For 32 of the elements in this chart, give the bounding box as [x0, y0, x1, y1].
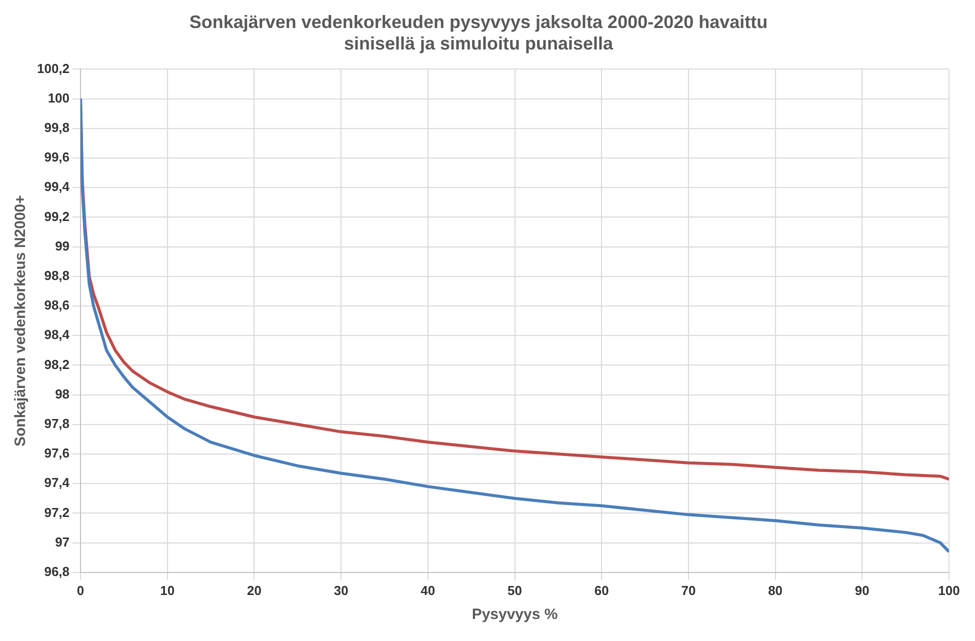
y-tick-label: 99,6 — [44, 150, 70, 165]
y-tick-label: 97,8 — [44, 416, 70, 431]
y-tick-label: 97,6 — [44, 446, 70, 461]
y-tick-label: 99,8 — [44, 120, 70, 135]
chart-title: Sonkajärven vedenkorkeuden pysyvyys jaksolta 2000-2020 havaittu sinisellä ja simuloitu punaisella — [189, 12, 768, 54]
x-tick-label: 10 — [160, 582, 175, 598]
y-tick-label: 99,2 — [44, 208, 70, 224]
y-tick-label: 98,2 — [44, 356, 70, 372]
x-tick-label: 30 — [334, 582, 348, 598]
x-tick-label: 0 — [76, 582, 84, 598]
x-tick-label: 50 — [508, 582, 522, 598]
y-tick-label: 97,2 — [44, 504, 70, 520]
x-tick-label: 80 — [768, 582, 783, 598]
y-tick-label: 99 — [55, 238, 70, 254]
x-tick-label: 40 — [420, 582, 436, 598]
x-tick-label: 20 — [246, 582, 262, 598]
x-tick-label: 70 — [681, 582, 696, 598]
y-tick-label: 100 — [48, 90, 70, 106]
y-tick-label: 100,2 — [36, 60, 70, 76]
y-tick-label: 98,8 — [44, 268, 70, 283]
y-tick-label: 97 — [55, 534, 70, 550]
y-tick-label: 98,6 — [44, 298, 70, 313]
y-tick-label: 97,4 — [44, 475, 70, 490]
x-tick-label: 100 — [938, 582, 960, 598]
x-tick-label: 60 — [594, 582, 609, 598]
x-axis-title: Pysyvyys % — [472, 606, 558, 624]
y-tick-label: 98 — [55, 386, 70, 402]
x-tick-label: 90 — [854, 582, 870, 598]
y-tick-label: 99,4 — [44, 179, 70, 194]
y-tick-label: 98,4 — [44, 327, 70, 342]
y-tick-label: 96,8 — [44, 564, 70, 579]
y-axis-title: Sonkajärven vedenkorkeus N2000+ — [12, 194, 30, 446]
